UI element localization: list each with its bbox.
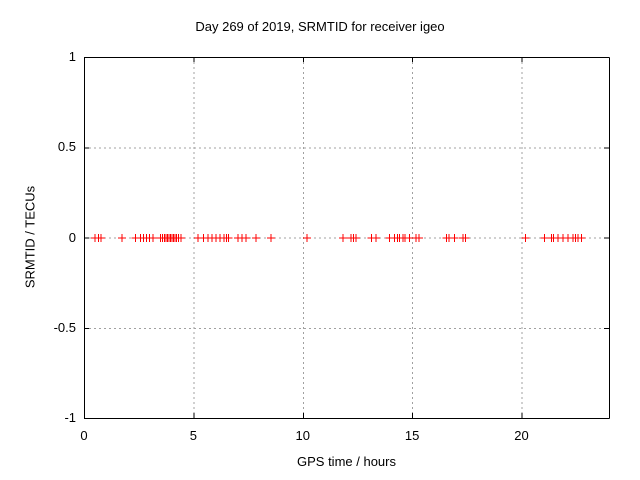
y-tick-label: 0.5 (57, 139, 76, 155)
x-tick-label: 10 (295, 428, 310, 443)
y-tick-label: 1 (68, 49, 76, 64)
x-tick-label: 0 (80, 428, 88, 443)
y-tick-label: -1 (64, 410, 76, 425)
x-tick-label: 20 (514, 428, 529, 443)
x-tick-label: 15 (404, 428, 420, 443)
x-axis-label: GPS time / hours (297, 454, 396, 469)
y-tick-label: 0 (68, 229, 76, 245)
chart-title: Day 269 of 2019, SRMTID for receiver ige… (195, 19, 445, 34)
x-tick-label: 5 (189, 428, 197, 443)
y-tick-label: -0.5 (53, 319, 76, 335)
